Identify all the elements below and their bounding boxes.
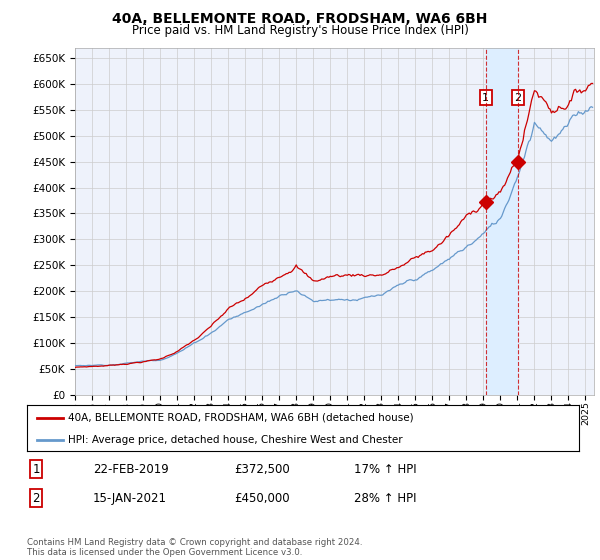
Text: £372,500: £372,500	[234, 463, 290, 476]
Text: 2: 2	[515, 93, 521, 103]
Bar	[485, 48, 518, 395]
Text: 1: 1	[32, 463, 40, 476]
Text: Contains HM Land Registry data © Crown copyright and database right 2024.
This d: Contains HM Land Registry data © Crown c…	[27, 538, 362, 557]
Text: Price paid vs. HM Land Registry's House Price Index (HPI): Price paid vs. HM Land Registry's House …	[131, 24, 469, 37]
Text: 28% ↑ HPI: 28% ↑ HPI	[354, 492, 416, 505]
Text: 40A, BELLEMONTE ROAD, FRODSHAM, WA6 6BH (detached house): 40A, BELLEMONTE ROAD, FRODSHAM, WA6 6BH …	[68, 413, 414, 423]
Text: 17% ↑ HPI: 17% ↑ HPI	[354, 463, 416, 476]
Text: 22-FEB-2019: 22-FEB-2019	[93, 463, 169, 476]
Text: 15-JAN-2021: 15-JAN-2021	[93, 492, 167, 505]
Text: 1: 1	[482, 93, 489, 103]
Text: 40A, BELLEMONTE ROAD, FRODSHAM, WA6 6BH: 40A, BELLEMONTE ROAD, FRODSHAM, WA6 6BH	[112, 12, 488, 26]
Text: HPI: Average price, detached house, Cheshire West and Chester: HPI: Average price, detached house, Ches…	[68, 435, 403, 445]
Text: £450,000: £450,000	[234, 492, 290, 505]
Text: 2: 2	[32, 492, 40, 505]
